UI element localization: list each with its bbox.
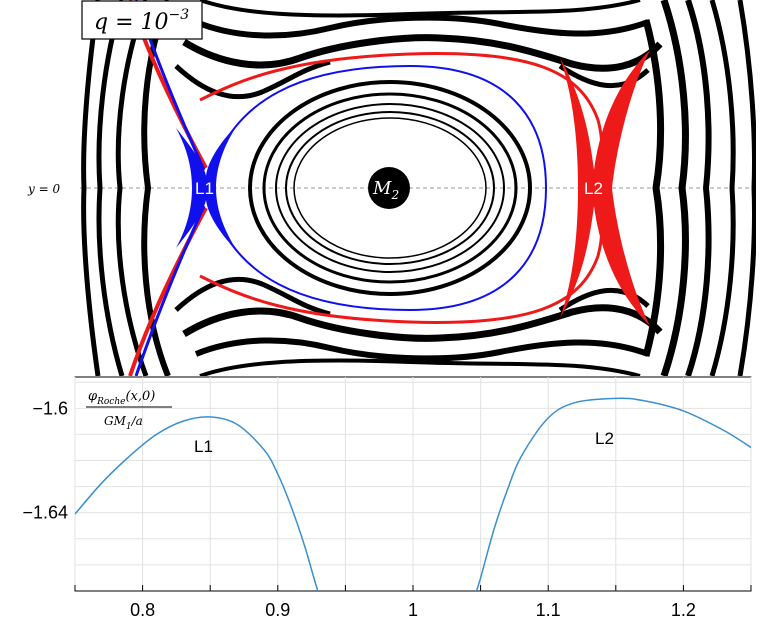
mass-ratio-box: q = 10−3 [81,0,203,40]
inner-contours [248,80,532,296]
x-tick-label: 1 [408,600,418,620]
y-tick-labels: −1.6 −1.64 [22,398,68,522]
contour-panel: M2 L1 L2 [80,0,756,376]
y-axis-label: φRoche(x,0) GM1/a [86,389,172,432]
y-tick-label: −1.6 [32,398,68,418]
plot-l2-annotation: L2 [595,429,614,448]
potential-curve-2 [475,397,751,591]
x-tick-label: 1.1 [536,600,561,620]
plot-series [75,397,751,591]
y-zero-label: y = 0 [27,182,60,196]
potential-curve-1 [75,416,319,591]
potential-plot: 0.8 0.9 1 1.1 1.2 −1.6 −1.64 φRoche(x,0) GM1/… [22,376,752,620]
svg-text:φRoche(x,0): φRoche(x,0) [88,389,155,407]
l1-label: L1 [195,179,214,198]
x-tick-labels: 0.8 0.9 1 1.1 1.2 [130,600,696,620]
bottom-contours [174,276,663,376]
svg-text:q = 10−3: q = 10−3 [94,7,189,35]
right-contours [642,0,756,376]
mass-ratio-label: q = 10 [94,10,169,35]
secondary-mass-label: M2 [372,178,399,202]
x-tick-label: 1.2 [671,600,696,620]
plot-l1-annotation: L1 [194,437,213,456]
y-tick-label: −1.64 [22,503,68,523]
plot-grid [74,377,752,591]
secondary-mass-body [368,167,410,209]
mass-ratio-exponent: −3 [169,7,190,23]
x-tick-label: 0.9 [265,600,290,620]
l2-label: L2 [584,179,603,198]
svg-text:GM1/a: GM1/a [104,414,143,432]
top-contours [174,0,663,100]
x-tick-label: 0.8 [130,600,155,620]
